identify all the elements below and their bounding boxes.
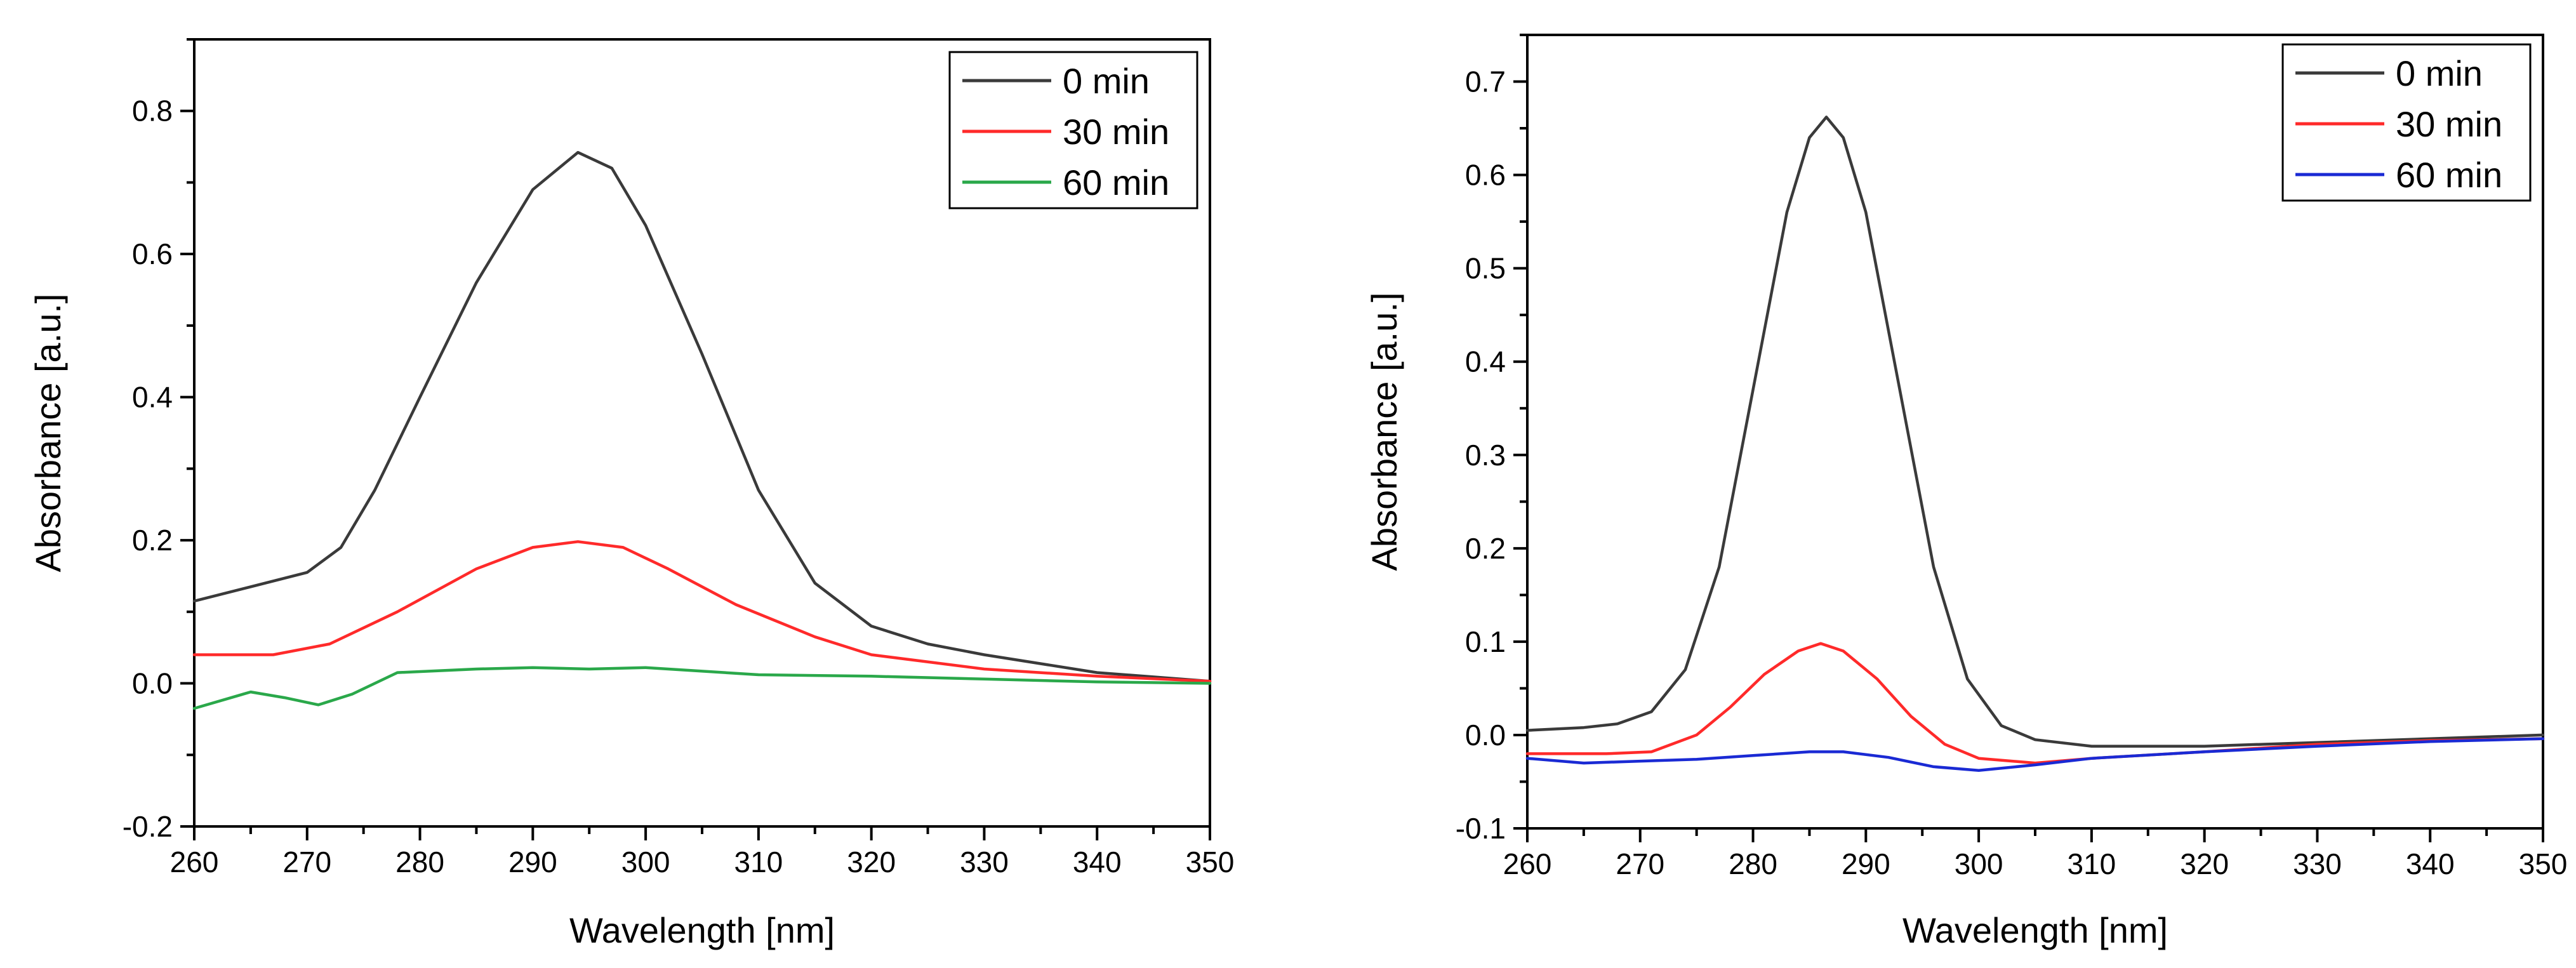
series-group (1525, 116, 2545, 772)
x-tick-label: 290 (508, 845, 557, 878)
series-line-30-min (1525, 642, 2545, 765)
series-line-60-min (1525, 737, 2545, 772)
y-tick-label: 0.5 (1465, 252, 1506, 285)
y-tick-label: 0.1 (1465, 625, 1506, 658)
legend-label: 0 min (1063, 61, 1150, 101)
legend: 0 min 30 min 60 min (2281, 43, 2532, 202)
tick-label-group: 260 270 280 290 300 310 320 330 340 350 -0.1 0.0 0.1… (1456, 65, 2568, 880)
legend: 0 min 30 min 60 min (948, 51, 1198, 209)
tick-label-group: 260 270 280 290 300 310 320 330 340 350 -0.2 0.0 0.2… (123, 95, 1235, 878)
legend-label: 60 min (2396, 155, 2502, 195)
x-tick-label: 290 (1842, 847, 1890, 880)
x-tick-label: 330 (2293, 847, 2342, 880)
x-tick-label: 260 (170, 845, 219, 878)
y-tick-label: 0.3 (1465, 439, 1506, 472)
y-tick-label: 0.0 (132, 667, 173, 700)
series-group (192, 150, 1212, 710)
x-axis-title: Wavelength [nm] (569, 910, 835, 950)
series-line-60-min (192, 666, 1212, 710)
x-tick-label: 350 (2519, 847, 2568, 880)
y-tick-label: 0.0 (1465, 719, 1506, 752)
x-axis-title: Wavelength [nm] (1902, 910, 2168, 950)
y-axis-title: Absorbance [a.u.] (1364, 293, 1404, 571)
x-tick-label: 280 (395, 845, 444, 878)
legend-label: 0 min (2396, 53, 2483, 93)
y-tick-label: 0.6 (132, 237, 173, 270)
x-tick-label: 280 (1729, 847, 1777, 880)
chart-right: 260 270 280 290 300 310 320 330 340 350 -0.1 0.0 0.1… (1364, 34, 2568, 950)
legend-label: 60 min (1063, 162, 1169, 202)
series-line-0-min (1525, 116, 2545, 748)
tick-group (180, 38, 1211, 840)
y-tick-label: 0.2 (132, 524, 173, 557)
x-tick-label: 260 (1503, 847, 1552, 880)
x-tick-label: 340 (2406, 847, 2455, 880)
legend-label: 30 min (2396, 104, 2502, 144)
x-tick-label: 310 (2068, 847, 2116, 880)
x-tick-label: 340 (1073, 845, 1122, 878)
y-tick-label: -0.2 (123, 810, 173, 843)
x-tick-label: 300 (1955, 847, 2003, 880)
legend-label: 30 min (1063, 112, 1169, 152)
x-tick-label: 310 (734, 845, 783, 878)
x-tick-label: 320 (847, 845, 896, 878)
x-tick-label: 320 (2180, 847, 2229, 880)
chart-left: 260 270 280 290 300 310 320 330 340 350 -0.2 0.0 0.2… (28, 38, 1235, 950)
y-tick-label: 0.2 (1465, 532, 1506, 565)
y-tick-label: -0.1 (1456, 812, 1506, 845)
x-tick-label: 300 (621, 845, 670, 878)
x-tick-label: 270 (1616, 847, 1664, 880)
series-line-0-min (192, 150, 1212, 683)
x-tick-label: 330 (960, 845, 1009, 878)
x-tick-label: 270 (282, 845, 331, 878)
series-line-30-min (192, 540, 1212, 683)
y-tick-label: 0.6 (1465, 159, 1506, 192)
y-tick-label: 0.4 (132, 381, 173, 414)
y-tick-label: 0.7 (1465, 65, 1506, 98)
y-tick-label: 0.4 (1465, 345, 1506, 378)
y-axis-title: Absorbance [a.u.] (28, 294, 68, 573)
tick-group (1513, 34, 2544, 842)
y-tick-label: 0.8 (132, 95, 173, 128)
x-tick-label: 350 (1186, 845, 1235, 878)
